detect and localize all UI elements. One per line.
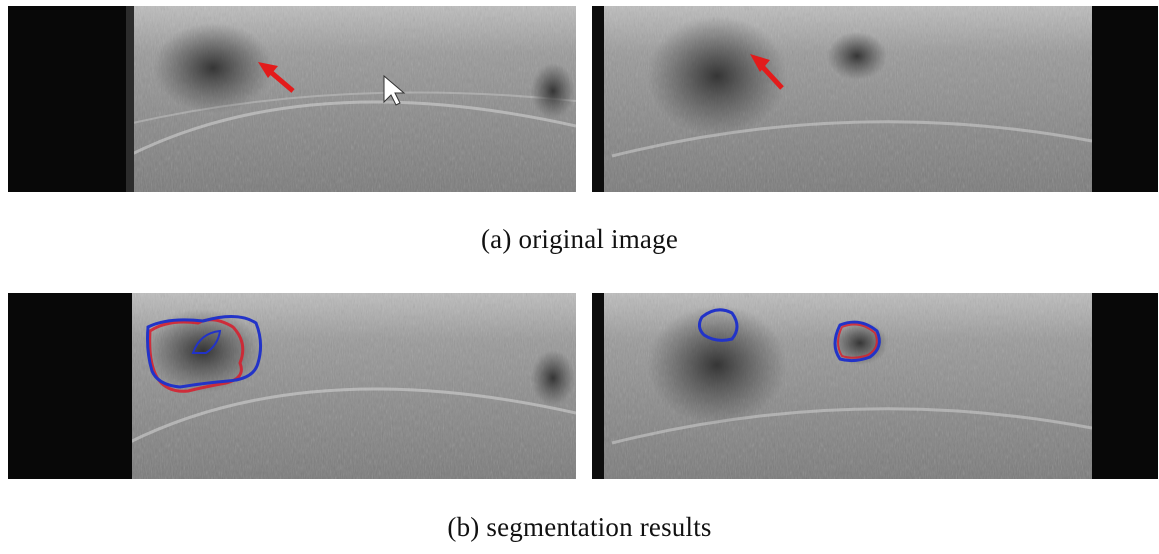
red-arrow-icon — [258, 62, 295, 93]
caption-original: (a) original image — [480, 224, 679, 254]
ultrasound-image — [592, 6, 1158, 192]
cursor-icon — [383, 74, 406, 106]
ultrasound-image — [592, 293, 1158, 479]
ultrasound-image — [8, 293, 576, 479]
segmentation-image-right — [592, 293, 1158, 479]
predicted-contour — [146, 315, 263, 389]
original-image-right — [592, 6, 1158, 192]
ground-truth-contour — [837, 323, 878, 359]
predicted-contour — [697, 308, 881, 363]
caption-segmentation: (b) segmentation results — [447, 512, 712, 542]
ultrasound-image — [8, 6, 576, 192]
red-arrow-icon — [750, 54, 784, 90]
segmentation-image-left — [8, 293, 576, 479]
original-image-left — [8, 6, 576, 192]
